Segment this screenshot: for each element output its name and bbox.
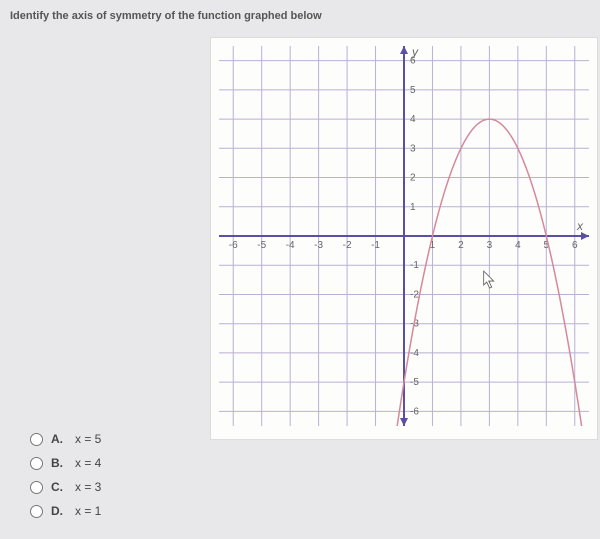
svg-text:3: 3 xyxy=(487,240,493,251)
option-a[interactable]: A. x = 5 xyxy=(30,432,101,446)
option-text: x = 5 xyxy=(75,432,101,446)
svg-text:5: 5 xyxy=(410,85,416,96)
svg-text:1: 1 xyxy=(410,202,416,213)
question-text: Identify the axis of symmetry of the fun… xyxy=(10,10,590,22)
option-text: x = 4 xyxy=(75,456,101,470)
svg-text:2: 2 xyxy=(458,240,464,251)
svg-text:3: 3 xyxy=(410,143,416,154)
option-d[interactable]: D. x = 1 xyxy=(30,504,101,518)
option-letter: A. xyxy=(51,432,65,446)
svg-text:2: 2 xyxy=(410,173,416,184)
radio-b[interactable] xyxy=(30,457,43,470)
svg-text:-4: -4 xyxy=(410,348,419,359)
svg-text:4: 4 xyxy=(410,114,416,125)
answer-options: A. x = 5 B. x = 4 C. x = 3 D. x = 1 xyxy=(30,432,101,528)
svg-text:-2: -2 xyxy=(343,240,352,251)
svg-text:6: 6 xyxy=(572,240,578,251)
svg-text:-6: -6 xyxy=(410,406,419,417)
option-text: x = 1 xyxy=(75,504,101,518)
option-c[interactable]: C. x = 3 xyxy=(30,480,101,494)
svg-text:-5: -5 xyxy=(257,240,266,251)
svg-text:-3: -3 xyxy=(314,240,323,251)
svg-text:-1: -1 xyxy=(410,260,419,271)
graph-svg: -6-5-4-3-2-1123456-6-5-4-3-2-1123456xy xyxy=(219,46,589,426)
svg-text:4: 4 xyxy=(515,240,521,251)
svg-text:-4: -4 xyxy=(286,240,295,251)
option-letter: B. xyxy=(51,456,65,470)
svg-text:y: y xyxy=(411,46,419,59)
option-b[interactable]: B. x = 4 xyxy=(30,456,101,470)
option-letter: D. xyxy=(51,504,65,518)
radio-d[interactable] xyxy=(30,505,43,518)
svg-text:-1: -1 xyxy=(371,240,380,251)
svg-text:-6: -6 xyxy=(229,240,238,251)
option-text: x = 3 xyxy=(75,480,101,494)
svg-text:-5: -5 xyxy=(410,377,419,388)
option-letter: C. xyxy=(51,480,65,494)
svg-text:-2: -2 xyxy=(410,289,419,300)
radio-a[interactable] xyxy=(30,433,43,446)
radio-c[interactable] xyxy=(30,481,43,494)
svg-text:x: x xyxy=(576,219,584,233)
graph-container: -6-5-4-3-2-1123456-6-5-4-3-2-1123456xy xyxy=(210,37,598,440)
